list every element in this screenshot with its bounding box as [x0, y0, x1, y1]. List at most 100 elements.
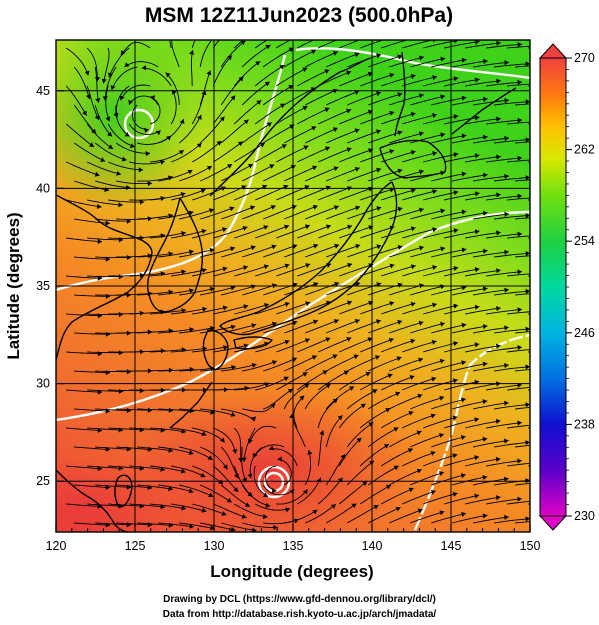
streamline: [402, 114, 438, 125]
streamline-arrowhead: [474, 115, 480, 121]
streamline-arrowhead: [138, 167, 144, 173]
streamline-arrowhead: [409, 375, 415, 380]
streamline-arrowhead: [408, 487, 414, 493]
streamline: [339, 40, 361, 49]
streamline-arrowhead: [189, 249, 194, 255]
streamline: [360, 149, 395, 163]
coast-russia-east: [209, 57, 371, 197]
streamline: [389, 132, 424, 144]
streamline: [486, 460, 522, 467]
streamline-arrowhead: [440, 284, 445, 290]
streamline: [317, 477, 343, 505]
streamline: [124, 61, 159, 68]
map-panel: [56, 32, 530, 532]
streamline-arrowhead: [243, 304, 249, 310]
streamline-arrowhead: [430, 489, 436, 495]
streamline: [169, 40, 172, 49]
streamline-arrowhead: [495, 495, 501, 501]
streamline: [410, 57, 446, 68]
streamline-arrowhead: [496, 116, 501, 122]
streamline-arrowhead: [369, 460, 374, 466]
streamline: [171, 40, 180, 68]
streamline: [389, 321, 424, 334]
streamline-arrowhead: [504, 60, 509, 66]
streamline: [452, 514, 488, 524]
streamline-arrowhead: [347, 262, 353, 268]
streamline-arrowhead: [474, 493, 480, 499]
streamline-arrowhead: [208, 208, 214, 214]
streamline: [473, 175, 509, 182]
streamline-arrowhead: [368, 34, 373, 39]
streamline-arrowhead: [419, 55, 424, 61]
streamline-arrowhead: [196, 143, 202, 148]
streamline: [233, 99, 262, 125]
streamline: [296, 69, 330, 87]
streamline-arrowhead: [517, 117, 522, 123]
streamline: [494, 518, 530, 524]
streamline: [338, 371, 371, 391]
streamline: [494, 214, 530, 220]
streamline: [452, 174, 488, 182]
streamline: [165, 72, 180, 106]
streamline: [158, 522, 195, 528]
streamline: [360, 338, 394, 353]
streamline: [338, 437, 362, 467]
streamline: [171, 142, 202, 163]
streamline-arrowhead: [453, 40, 459, 44]
streamline-arrowhead: [460, 435, 466, 440]
streamline: [515, 103, 530, 106]
streamline-arrowhead: [288, 47, 294, 53]
streamline-arrowhead: [525, 99, 530, 105]
colorbar-tick-label: 270: [574, 51, 595, 65]
streamline: [103, 47, 110, 84]
streamline-arrowhead: [325, 32, 330, 37]
streamline: [410, 171, 446, 182]
streamline: [360, 226, 395, 239]
streamline: [296, 40, 315, 49]
streamline: [507, 45, 530, 49]
streamline-arrowhead: [461, 397, 466, 403]
streamline: [74, 180, 110, 191]
streamline: [233, 465, 253, 497]
y-tick-label: 25: [36, 474, 50, 488]
streamline-arrowhead: [453, 152, 459, 158]
streamline-arrowhead: [474, 267, 480, 273]
streamline-arrowhead: [310, 87, 316, 92]
streamline-arrowhead: [118, 202, 123, 208]
streamline: [326, 128, 360, 144]
streamline-arrowhead: [230, 95, 236, 101]
streamline-arrowhead: [299, 395, 305, 401]
streamline-arrowhead: [188, 450, 194, 455]
streamline: [326, 206, 361, 220]
streamline: [389, 358, 424, 372]
streamline: [254, 40, 268, 49]
streamline-arrowhead: [312, 509, 318, 515]
streamline-arrowhead: [453, 190, 459, 196]
streamline: [465, 42, 501, 49]
streamline: [452, 438, 488, 448]
streamline-arrowhead: [354, 319, 360, 324]
streamline-arrowhead: [229, 206, 235, 212]
streamline: [107, 123, 135, 148]
streamline: [220, 119, 249, 144]
streamline: [158, 328, 195, 334]
streamline-arrowhead: [474, 417, 479, 423]
streamline-arrowhead: [230, 246, 235, 252]
coastlines: [56, 51, 517, 532]
streamline: [284, 320, 319, 334]
streamline: [213, 266, 249, 277]
streamline-arrowhead: [431, 376, 437, 382]
streamline: [515, 482, 530, 486]
streamline-arrowhead: [326, 224, 331, 230]
streamline: [200, 286, 236, 296]
streamline: [263, 321, 298, 334]
streamline: [360, 40, 385, 49]
streamline: [234, 342, 270, 353]
streamline: [444, 494, 480, 505]
streamline-arrowhead: [144, 127, 149, 133]
streamline-arrowhead: [221, 511, 227, 516]
streamline: [220, 484, 251, 507]
streamline: [241, 122, 273, 144]
streamline: [116, 254, 153, 258]
streamline-arrowhead: [482, 513, 488, 519]
